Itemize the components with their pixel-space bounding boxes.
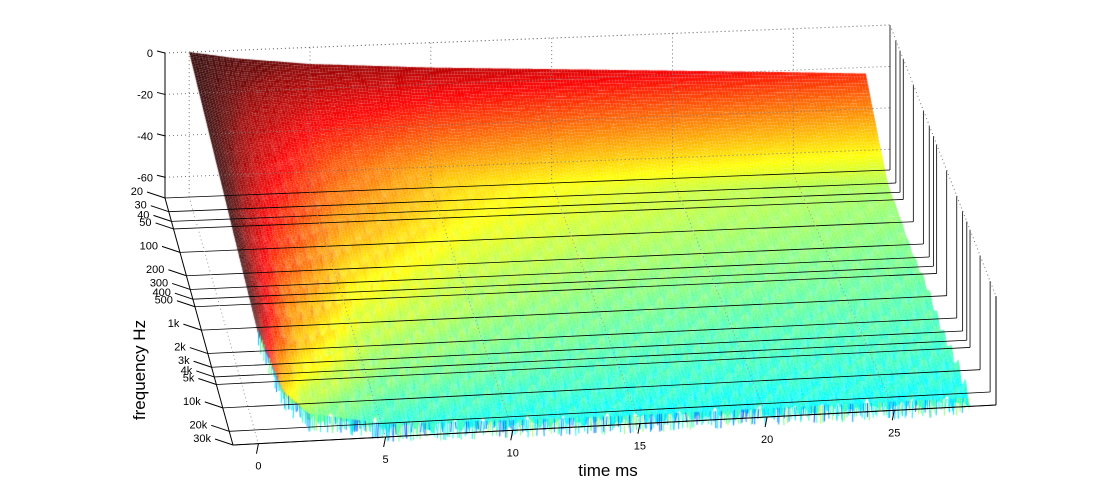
grid-line-x-base [309,192,387,438]
y-tick-mark [204,401,223,409]
grid-line-x-base [672,178,768,418]
z-tick-label: -20 [137,89,153,101]
z-tick-label: -60 [137,172,153,184]
y-tick-label: 20k [189,419,207,431]
grid-line-y [164,169,891,199]
y-tick-mark [176,300,196,308]
y-tick-label: 10k [183,396,201,408]
grid-line-y [211,330,963,368]
y-tick-mark [214,438,234,446]
y-tick-label: 4k [181,365,193,377]
y-tick-label: 400 [152,287,170,299]
grid-line-y [216,347,971,385]
axes-grid [164,24,997,446]
x-tick-mark [255,443,259,454]
y-tick-mark [174,292,194,300]
y-tick-label: 30k [193,433,211,445]
y-tick-mark [153,214,172,222]
z-tick-mark [156,91,166,95]
x-tick-mark [891,410,895,421]
y-tick-mark [150,205,169,213]
y-tick-label: 5k [183,372,195,384]
grid-line-y [179,221,914,253]
z-tick-mark [156,50,166,54]
y-tick-mark [193,360,212,368]
grid-line-y [201,295,947,331]
grid-line-z [164,148,891,178]
x-tick-mark [510,430,514,441]
y-tick-mark [198,378,217,385]
grid-line-y [186,243,924,277]
y-tick-mark [211,424,230,432]
y-tick-mark [189,347,208,355]
x-tick-label: 0 [255,461,261,473]
y-axis-label: frequency Hz [130,320,149,420]
y-tick-label: 100 [140,240,158,252]
y-tick-label: 1k [168,318,180,330]
z-tick-mark [156,133,166,137]
grid-line-y [222,369,981,409]
y-tick-label: 50 [139,217,151,229]
grid-line-x-base [551,182,641,424]
grid-line-y [168,182,896,213]
x-tick-mark [637,423,641,434]
x-tick-label: 5 [383,454,389,466]
axis-edge [889,24,997,297]
z-tick-mark [156,174,166,178]
axis-edge [232,404,997,446]
grid-line-z [164,107,891,137]
grid-line-y [192,265,934,300]
y-tick-mark [161,245,181,253]
grid-line-y [173,199,904,230]
y-tick-mark [146,191,166,199]
y-tick-mark [196,370,215,378]
grid-line-y [214,339,967,378]
axis-ticks: 0-20-40-60203040501002003004005001k2k3k4… [131,48,901,473]
y-tick-label: 300 [150,277,168,289]
axis-edge [164,197,234,446]
y-tick-label: 2k [174,342,186,354]
y-tick-label: 200 [146,264,164,276]
y-tick-mark [168,269,187,277]
grid-line-x-base [792,173,895,411]
grid-line-y [229,391,991,432]
x-tick-mark [764,416,768,428]
y-tick-label: 500 [155,295,173,307]
z-tick-label: -40 [137,131,153,143]
y-tick-label: 3k [178,355,190,367]
x-tick-label: 10 [507,447,519,459]
x-tick-label: 15 [634,441,646,453]
grid-line-x-base [188,196,259,444]
grid-line-z [164,65,891,95]
z-tick-label: 0 [147,48,153,60]
grid-line-y [190,256,930,290]
y-tick-label: 40 [137,209,149,221]
x-axis-label: time ms [578,461,638,480]
grid-line-y [171,191,901,222]
y-tick-mark [155,222,174,230]
grid-line-y [207,317,957,354]
axis-edge [164,24,891,54]
y-tick-mark [172,282,191,290]
y-tick-label: 20 [131,186,143,198]
x-tick-label: 25 [888,427,900,439]
grid-line-y [194,273,937,308]
y-tick-mark [183,323,202,331]
grid-line-x-base [430,187,514,431]
y-tick-label: 30 [135,200,147,212]
x-tick-label: 20 [761,434,773,446]
x-tick-mark [383,436,387,448]
